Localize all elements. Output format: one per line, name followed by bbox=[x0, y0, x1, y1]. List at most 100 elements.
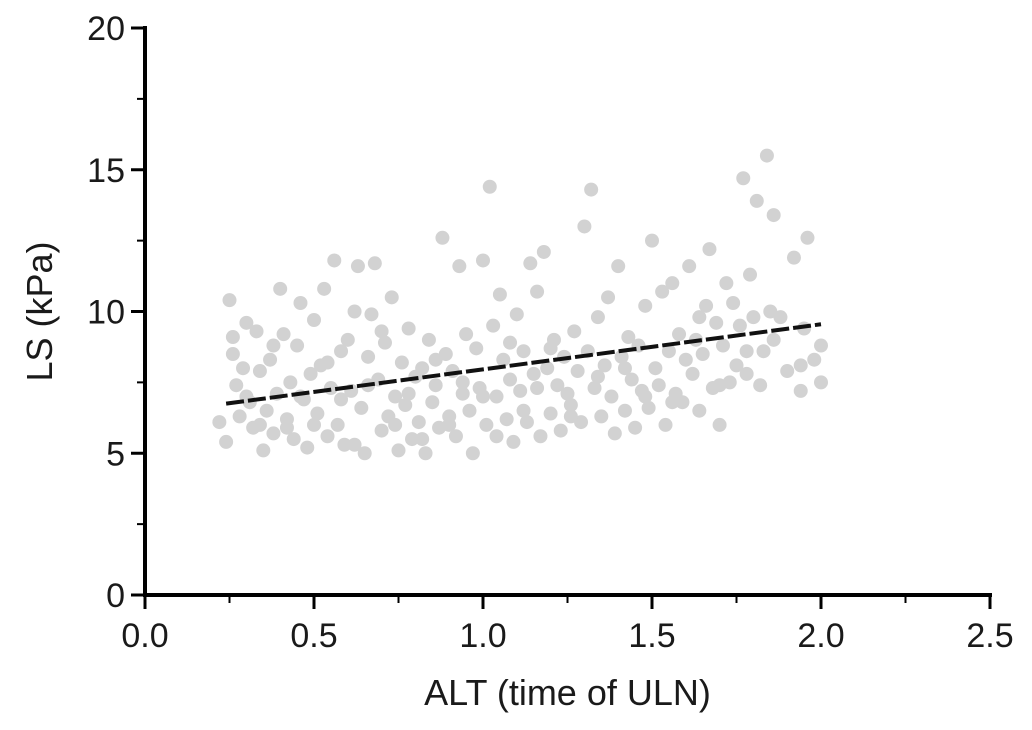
data-point bbox=[401, 321, 416, 336]
data-point bbox=[225, 347, 240, 362]
data-point bbox=[222, 293, 237, 308]
data-point bbox=[756, 344, 771, 359]
data-point bbox=[523, 256, 538, 271]
data-point bbox=[590, 310, 605, 325]
data-point bbox=[638, 389, 653, 404]
data-point bbox=[550, 378, 565, 393]
data-point bbox=[320, 429, 335, 444]
data-point bbox=[712, 378, 727, 393]
data-point bbox=[320, 355, 335, 370]
data-point bbox=[452, 259, 467, 274]
regression-trendline bbox=[225, 322, 822, 406]
data-point bbox=[276, 327, 291, 342]
data-point bbox=[530, 284, 545, 299]
data-point bbox=[543, 406, 558, 421]
data-point bbox=[459, 327, 474, 342]
y-tick-label: 15 bbox=[87, 152, 125, 190]
data-point bbox=[428, 378, 443, 393]
data-point bbox=[617, 361, 632, 376]
data-point bbox=[759, 148, 774, 163]
data-point bbox=[658, 417, 673, 432]
data-point bbox=[347, 304, 362, 319]
data-point bbox=[807, 352, 822, 367]
data-point bbox=[533, 429, 548, 444]
data-point bbox=[273, 281, 288, 296]
data-point bbox=[377, 335, 392, 350]
data-point bbox=[425, 395, 440, 410]
data-point bbox=[506, 434, 521, 449]
data-point bbox=[263, 352, 278, 367]
data-point bbox=[388, 389, 403, 404]
data-point bbox=[462, 403, 477, 418]
data-point bbox=[486, 318, 501, 333]
data-point bbox=[411, 415, 426, 430]
data-point bbox=[665, 276, 680, 291]
data-point bbox=[712, 417, 727, 432]
data-point bbox=[675, 395, 690, 410]
data-point bbox=[266, 338, 281, 353]
data-point bbox=[290, 338, 305, 353]
data-point bbox=[726, 295, 741, 310]
data-point bbox=[732, 318, 747, 333]
data-point bbox=[455, 375, 470, 390]
data-point bbox=[347, 437, 362, 452]
data-point bbox=[743, 267, 758, 282]
data-point bbox=[814, 375, 828, 390]
data-point bbox=[334, 392, 349, 407]
data-point bbox=[388, 417, 403, 432]
data-point bbox=[374, 324, 389, 339]
data-point bbox=[317, 281, 332, 296]
data-point bbox=[749, 193, 764, 208]
y-tick-label: 0 bbox=[106, 577, 125, 615]
data-point bbox=[746, 310, 761, 325]
x-axis-title: ALT (time of ULN) bbox=[424, 672, 711, 713]
data-point bbox=[516, 403, 531, 418]
data-point bbox=[469, 341, 484, 356]
data-point bbox=[337, 437, 352, 452]
data-point bbox=[692, 403, 707, 418]
data-point bbox=[384, 290, 399, 305]
data-point bbox=[509, 307, 524, 322]
data-point bbox=[530, 381, 545, 396]
data-point bbox=[563, 409, 578, 424]
data-point bbox=[736, 171, 751, 186]
data-point bbox=[793, 358, 808, 373]
data-point bbox=[236, 361, 251, 376]
data-point bbox=[753, 378, 768, 393]
data-point bbox=[479, 417, 494, 432]
data-points bbox=[212, 148, 828, 461]
data-point bbox=[499, 412, 514, 427]
data-point bbox=[641, 400, 656, 415]
data-point bbox=[354, 400, 369, 415]
x-tick-label: 0.0 bbox=[121, 617, 168, 655]
data-point bbox=[628, 420, 643, 435]
data-point bbox=[465, 446, 480, 461]
data-point bbox=[476, 253, 490, 268]
data-point bbox=[492, 287, 507, 302]
data-point bbox=[519, 415, 534, 430]
x-tick-label: 1.0 bbox=[459, 617, 506, 655]
data-point bbox=[604, 389, 619, 404]
data-point bbox=[814, 338, 828, 353]
data-point bbox=[685, 366, 700, 381]
data-point bbox=[489, 429, 504, 444]
data-point bbox=[482, 179, 497, 194]
data-point bbox=[584, 182, 599, 197]
data-point bbox=[516, 344, 531, 359]
data-point bbox=[489, 389, 504, 404]
data-point bbox=[428, 352, 443, 367]
data-point bbox=[590, 369, 605, 384]
data-point bbox=[212, 415, 227, 430]
data-point bbox=[476, 389, 490, 404]
x-tick-label: 0.5 bbox=[290, 617, 337, 655]
data-point bbox=[665, 395, 680, 410]
data-point bbox=[442, 417, 457, 432]
data-point bbox=[398, 398, 413, 413]
data-point bbox=[773, 310, 788, 325]
data-point bbox=[786, 250, 801, 265]
data-point bbox=[307, 313, 321, 328]
tick-labels: 0.0 0.5 1.0 1.5 2.0 2.5 0 5 10 15 20 bbox=[87, 10, 1013, 655]
data-point bbox=[340, 332, 355, 347]
data-point bbox=[587, 381, 602, 396]
data-point bbox=[536, 244, 551, 259]
